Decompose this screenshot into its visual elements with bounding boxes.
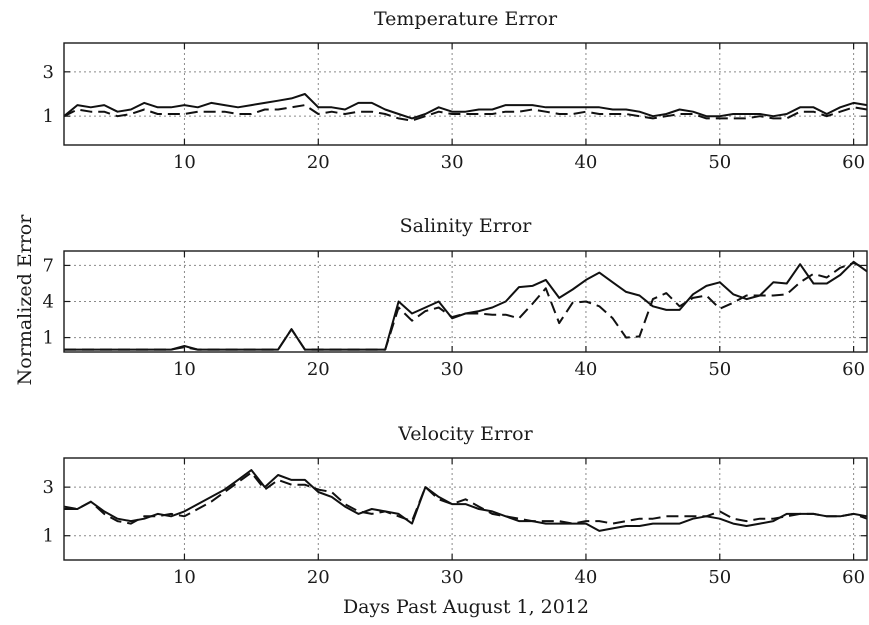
x-tick-label: 40 [574,152,597,173]
x-axis-label: Days Past August 1, 2012 [343,596,589,618]
y-axis-label: Normalized Error [14,214,36,386]
x-tick-label: 40 [574,567,597,588]
x-tick-label: 60 [842,567,865,588]
panel-title: Temperature Error [374,8,558,30]
velocity-error-panel: Velocity Error 10 20 30 40 50 60 1 3 [43,423,868,588]
panel-title: Velocity Error [397,423,533,445]
y-tick-label: 3 [43,477,54,498]
y-tick-label: 1 [43,106,54,127]
temperature-error-panel: Temperature Error 10 20 30 40 50 60 1 3 [43,8,868,173]
x-tick-label: 20 [307,152,330,173]
panel-title: Salinity Error [400,215,533,237]
dashed-series-line [63,471,868,525]
x-tick-label: 20 [307,567,330,588]
y-tick-label: 4 [43,292,54,313]
x-tick-label: 60 [842,152,865,173]
dashed-series-line [64,262,868,351]
x-tick-label: 30 [441,152,464,173]
y-tick-label: 1 [43,328,54,349]
salinity-error-panel: Salinity Error 10 20 30 40 50 60 1 4 7 [43,215,868,380]
y-tick-label: 3 [43,62,54,83]
x-tick-label: 30 [441,359,464,380]
x-tick-label: 10 [173,152,196,173]
x-tick-label: 40 [574,359,597,380]
plot-frame [63,457,868,561]
x-tick-label: 20 [307,359,330,380]
y-tick-label: 1 [43,526,54,547]
x-tick-label: 30 [441,567,464,588]
x-tick-label: 10 [173,567,196,588]
x-tick-label: 50 [708,152,731,173]
x-tick-label: 50 [708,567,731,588]
solid-series-line [64,469,868,532]
solid-series-line [63,93,868,120]
x-tick-label: 60 [842,359,865,380]
x-tick-label: 50 [708,359,731,380]
plot-frame [63,42,868,146]
x-tick-label: 10 [173,359,196,380]
y-tick-label: 7 [43,255,54,276]
